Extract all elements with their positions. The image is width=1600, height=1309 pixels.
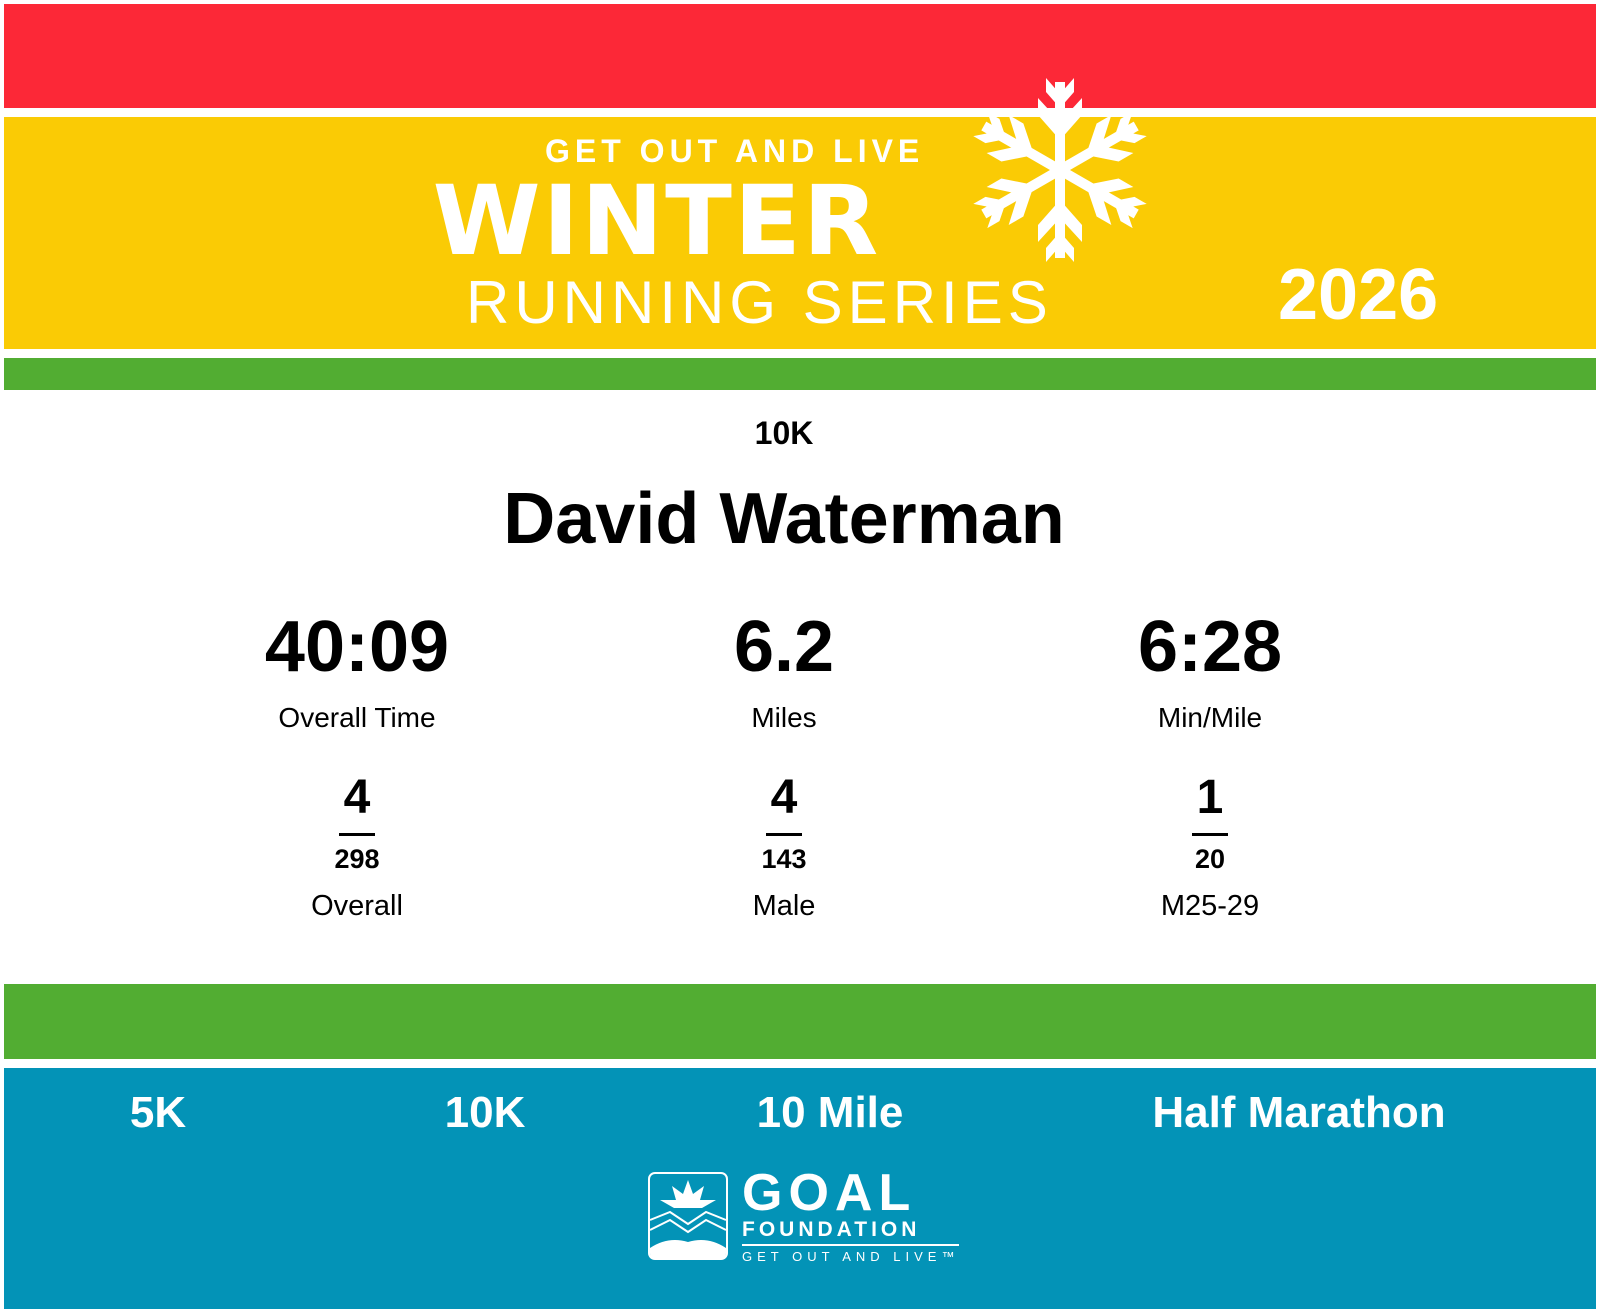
header-year: 2026 (1278, 255, 1439, 335)
gender-total: 143 (761, 844, 807, 874)
overall-place: 4 (343, 771, 371, 824)
mountain-sun-icon (648, 1172, 728, 1260)
header-title: WINTER (432, 165, 881, 277)
red-stripe (4, 4, 1596, 108)
gender-category: Male (752, 890, 816, 922)
pace-label: Min/Mile (1157, 702, 1263, 733)
header-tagline: GET OUT AND LIVE (545, 133, 925, 169)
age-group-total: 20 (1194, 844, 1226, 874)
event-10k: 10K (444, 1088, 526, 1137)
overall-total: 298 (334, 844, 380, 874)
miles-value: 6.2 (733, 607, 835, 687)
fraction-divider (339, 833, 375, 836)
race-distance: 10K (754, 415, 814, 451)
gender-place: 4 (770, 771, 798, 824)
age-group-category: M25-29 (1160, 890, 1260, 922)
event-5k: 5K (129, 1088, 187, 1137)
goal-foundation-logo: GOAL FOUNDATION GET OUT AND LIVE™ (648, 1164, 960, 1264)
overall-category: Overall (311, 890, 403, 922)
miles-label: Miles (751, 702, 817, 733)
age-group-place: 1 (1196, 771, 1224, 824)
logo-tagline: GET OUT AND LIVE™ (742, 1249, 960, 1264)
pace-value: 6:28 (1137, 607, 1283, 687)
fraction-divider (1192, 833, 1228, 836)
runner-name: David Waterman (503, 479, 1065, 559)
logo-sub: FOUNDATION (742, 1218, 960, 1246)
header-banner (4, 117, 1596, 349)
overall-time-label: Overall Time (278, 702, 436, 733)
logo-name: GOAL (742, 1164, 917, 1222)
footer-banner (4, 1068, 1596, 1309)
green-stripe-bottom (4, 984, 1596, 1059)
fraction-divider (766, 833, 802, 836)
event-half-marathon: Half Marathon (1152, 1088, 1446, 1137)
overall-time-value: 40:09 (264, 607, 450, 687)
snowflake-icon (969, 78, 1151, 262)
header-subtitle: RUNNING SERIES (466, 269, 1053, 336)
green-stripe-top (4, 358, 1596, 390)
event-10-mile: 10 Mile (756, 1088, 904, 1137)
